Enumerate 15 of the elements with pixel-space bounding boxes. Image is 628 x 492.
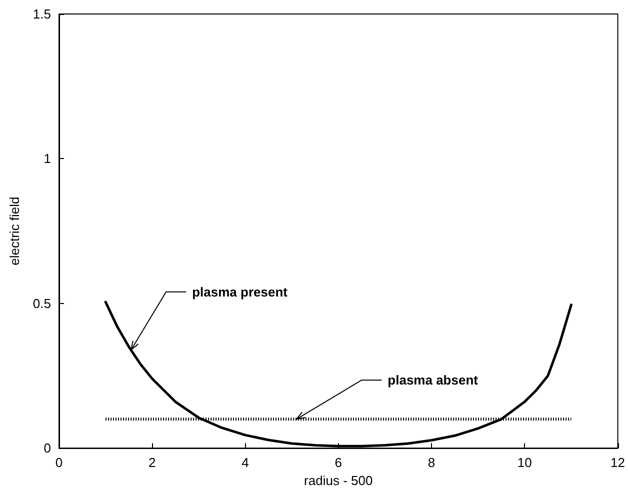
annotation: plasma absent [388, 372, 479, 388]
annotation: plasma present [192, 284, 288, 300]
x-tick-label: 4 [242, 455, 249, 470]
y-tick-label: 0.5 [32, 296, 51, 311]
y-tick-label: 1 [44, 151, 51, 166]
x-tick-label: 10 [517, 455, 532, 470]
x-tick-label: 8 [428, 455, 436, 470]
y-axis-title: electric field [7, 196, 22, 266]
x-tick-label: 0 [55, 455, 63, 470]
y-tick-label: 0 [44, 440, 51, 456]
y-tick-label: 1.5 [32, 6, 51, 22]
x-tick-label: 12 [610, 455, 626, 470]
x-tick-label: 6 [334, 455, 342, 470]
x-tick-label: 2 [148, 455, 156, 470]
x-axis-title: radius - 500 [304, 473, 373, 488]
